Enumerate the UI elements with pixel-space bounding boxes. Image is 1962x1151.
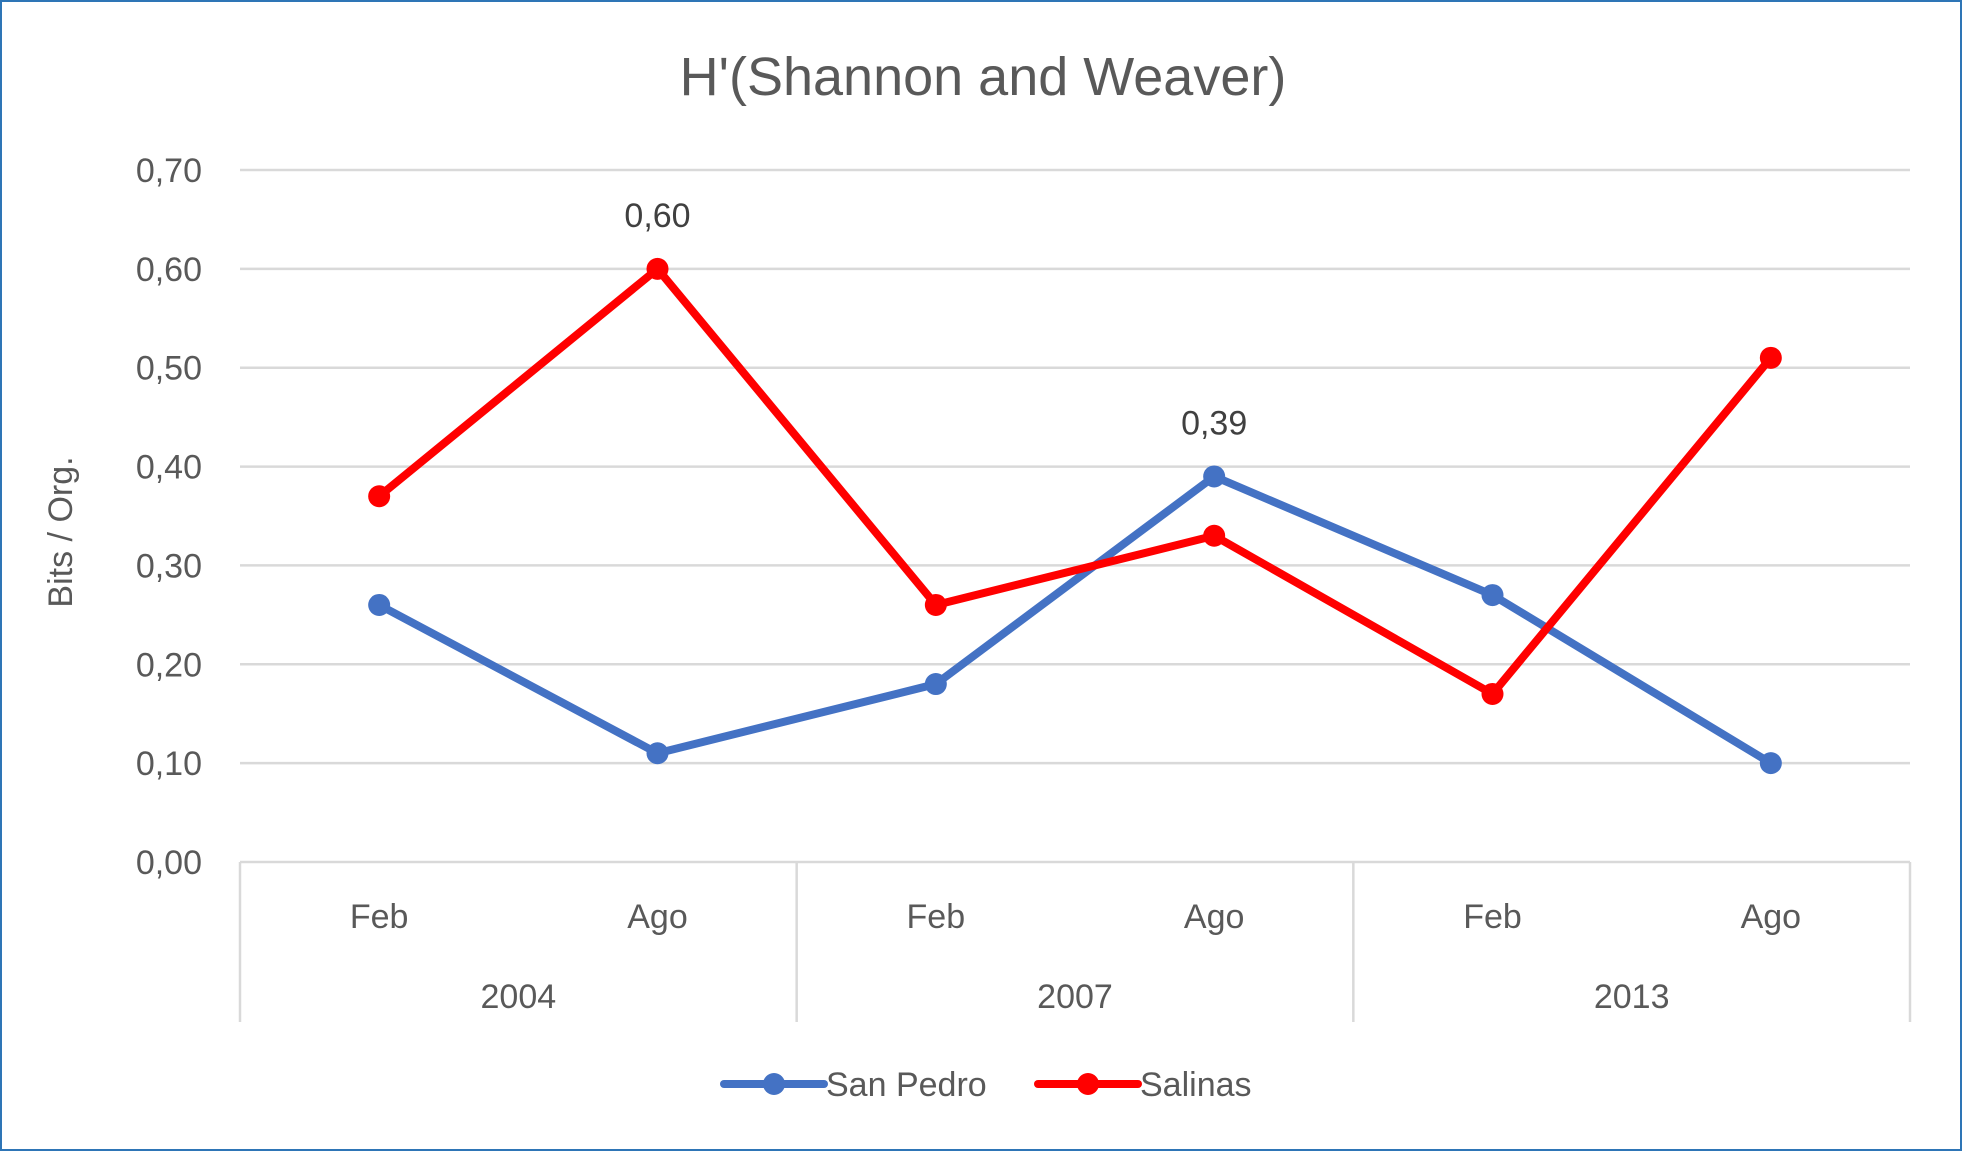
data-point-salinas [1203, 524, 1226, 547]
series-line-san-pedro [375, 472, 1775, 768]
series-line-salinas [375, 264, 1775, 698]
data-point-san-pedro [646, 742, 669, 765]
y-tick-label: 0,00 [136, 844, 202, 882]
axis-layer: 0,00 0,10 0,20 0,30 0,40 0,50 0,60 0,70 2004 2007… [136, 152, 1912, 1022]
data-point-salinas [1759, 346, 1782, 369]
data-point-san-pedro [924, 673, 947, 696]
x-group-label: 2004 [481, 978, 557, 1016]
legend-label-salinas: Salinas [1140, 1066, 1252, 1104]
y-tick-label: 0,30 [136, 547, 202, 585]
y-tick-label: 0,50 [136, 350, 202, 388]
grid-layer [240, 168, 1910, 864]
label-layer: 0,60 0,39 [624, 197, 1247, 443]
y-tick-label: 0,70 [136, 152, 202, 190]
x-tick-label: Ago [627, 898, 688, 936]
legend-marker-san-pedro [763, 1073, 785, 1095]
data-point-salinas [646, 257, 669, 280]
x-group-label: 2013 [1594, 978, 1670, 1016]
data-point-san-pedro [1203, 465, 1226, 488]
data-point-salinas [368, 485, 391, 508]
y-tick-label: 0,60 [136, 251, 202, 289]
y-tick-label: 0,40 [136, 449, 202, 487]
legend-marker-salinas [1077, 1073, 1099, 1095]
data-point-salinas [1481, 682, 1504, 705]
data-point-san-pedro [368, 593, 391, 616]
x-tick-label: Ago [1184, 898, 1245, 936]
x-tick-label: Feb [1463, 898, 1522, 936]
legend: San Pedro Salinas [720, 1066, 1252, 1104]
x-tick-label: Feb [350, 898, 409, 936]
series-layer [368, 257, 1782, 775]
data-label: 0,39 [1181, 404, 1247, 442]
data-point-salinas [924, 593, 947, 616]
y-axis-label: Bits / Org. [42, 456, 80, 607]
y-tick-label: 0,20 [136, 646, 202, 684]
chart-title: H'(Shannon and Weaver) [680, 47, 1287, 107]
data-point-san-pedro [1759, 752, 1782, 775]
data-point-san-pedro [1481, 584, 1504, 607]
x-group-label: 2007 [1037, 978, 1113, 1016]
y-tick-label: 0,10 [136, 745, 202, 783]
legend-label-san-pedro: San Pedro [826, 1066, 987, 1104]
data-label: 0,60 [624, 197, 690, 235]
x-tick-label: Ago [1741, 898, 1802, 936]
x-tick-label: Feb [907, 898, 966, 936]
